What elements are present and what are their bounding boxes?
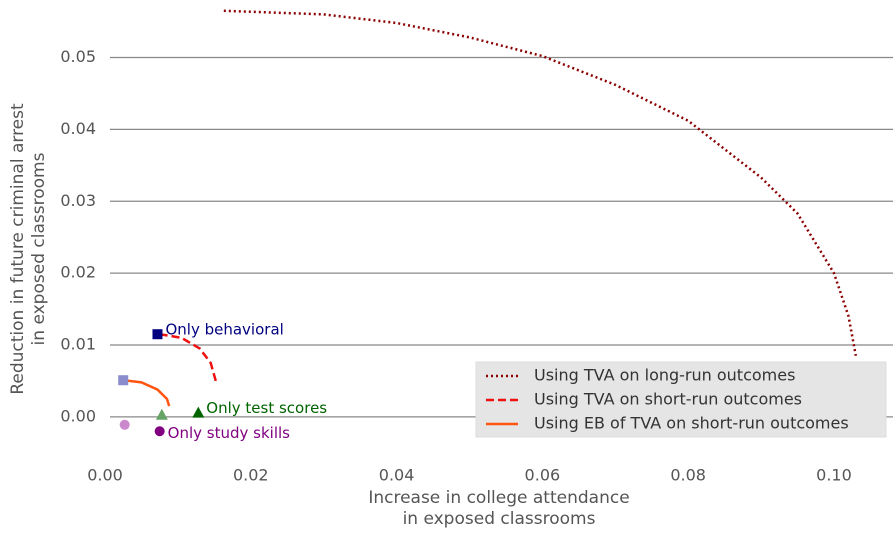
series-line bbox=[159, 332, 218, 382]
x-tick-label: 0.04 bbox=[379, 466, 415, 485]
legend-label: Using TVA on short-run outcomes bbox=[534, 390, 802, 409]
x-tick-label: 0.06 bbox=[525, 466, 561, 485]
legend-box bbox=[475, 361, 887, 438]
x-tick-label: 0.02 bbox=[233, 466, 269, 485]
x-tick-label: 0.08 bbox=[670, 466, 706, 485]
point bbox=[154, 426, 165, 437]
series-line bbox=[223, 9, 858, 357]
point-label: Only behavioral bbox=[165, 321, 283, 339]
series-line bbox=[123, 378, 171, 407]
y-tick-label: 0.02 bbox=[60, 263, 96, 282]
point bbox=[152, 329, 163, 340]
y-tick-label: 0.04 bbox=[60, 119, 96, 138]
legend-label: Using TVA on long-run outcomes bbox=[534, 366, 795, 385]
legend: Using TVA on long-run outcomes Using TVA … bbox=[475, 361, 887, 438]
y-tick-label: 0.05 bbox=[60, 47, 96, 66]
x-tick-label: 0.00 bbox=[87, 466, 123, 485]
point bbox=[192, 406, 205, 418]
point-label: Only test scores bbox=[206, 399, 327, 417]
y-tick-label: 0.01 bbox=[60, 335, 96, 354]
point-label: Only study skills bbox=[168, 424, 290, 442]
x-axis-label: Increase in college attendance bbox=[368, 488, 629, 508]
y-axis-label: in exposed classrooms bbox=[29, 152, 49, 345]
x-tick-label: 0.10 bbox=[816, 466, 852, 485]
y-tick-label: 0.03 bbox=[60, 191, 96, 210]
faded-point bbox=[118, 375, 129, 386]
faded-point bbox=[155, 408, 168, 420]
legend-label: Using EB of TVA on short-run outcomes bbox=[534, 414, 849, 433]
x-axis-label: in exposed classrooms bbox=[403, 509, 596, 529]
faded-point bbox=[119, 419, 130, 430]
y-tick-label: 0.00 bbox=[60, 406, 96, 425]
y-axis-label: Reduction in future criminal arrest bbox=[8, 103, 28, 395]
